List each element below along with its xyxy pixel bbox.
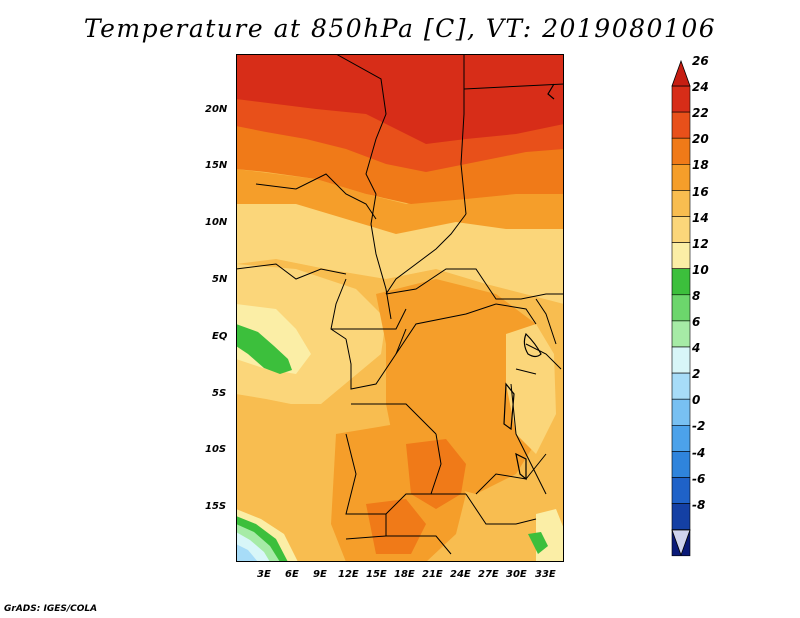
lat-tick-10n: 10N [205,217,228,228]
colorbar-label: 24 [692,80,709,95]
colorbar-bin [671,398,691,426]
country-borders [236,54,564,555]
colorbar-label: 0 [692,393,701,408]
colorbar-bin [671,164,691,191]
chart-title: Temperature at 850hPa [C], VT: 201908010… [83,14,717,43]
field-south-hot [366,499,426,554]
field-sahara-hottest [236,54,564,144]
colorbar-label: 8 [692,288,701,303]
field-band-north-mild [236,184,564,304]
colorbar-bin [671,346,691,374]
colorbar-arrow-top [671,59,691,87]
lon-tick-33e: 33E [535,569,556,580]
lon-tick-6e: 6E [285,569,299,580]
colorbar-label: 6 [692,315,701,329]
lat-tick-5n: 5N [212,274,228,285]
lat-tick-10s: 10S [205,444,227,455]
field-coastal-green [236,324,292,374]
lon-tick-21e: 21E [422,569,443,580]
colorbar-label: -4 [692,445,706,460]
lat-tick-eq: EQ [212,331,228,342]
colorbar-label: -8 [692,497,706,512]
lon-tick-18e: 18E [394,569,415,580]
lat-tick-5s: 5S [212,388,227,399]
colorbar-bin [671,320,691,348]
colorbar-label: -2 [692,419,706,434]
colorbar-bin [671,477,691,504]
colorbar-bin [671,294,691,322]
lon-tick-15e: 15E [366,569,387,580]
lon-tick-30e: 30E [506,569,527,580]
colorbar-bin [671,85,691,113]
field-interior-hot [406,439,466,509]
colorbar-label: 12 [692,236,709,251]
colorbar-bin [671,111,691,139]
colorbar-bin [671,190,691,217]
lakes [503,83,555,481]
temperature-map [236,54,564,562]
colorbar-label: 10 [692,262,709,277]
lon-tick-12e: 12E [338,569,359,580]
colorbar-label: 26 [692,54,709,68]
lat-tick-20n: 20N [205,104,228,115]
colorbar-bin [671,242,691,270]
lon-tick-27e: 27E [478,569,499,580]
colorbar-label: 4 [692,341,701,356]
colorbar-bin [671,268,691,296]
map-panel [236,54,564,562]
colorbar-bin [671,503,691,531]
colorbar-label: 22 [692,106,709,121]
colorbar-arrow-bottom [671,529,691,557]
colorbar-label: 14 [692,210,709,225]
colorbar-label: 16 [692,184,709,199]
lat-tick-15s: 15S [205,501,227,512]
lon-tick-9e: 9E [313,569,327,580]
field-southeast-green [528,532,548,554]
colorbar-label: -6 [692,471,706,486]
colorbar-label: 18 [692,158,709,173]
colorbar-label: 20 [692,132,709,147]
colorbar-bin [671,137,691,165]
field-north-warm [236,169,564,234]
lat-tick-15n: 15N [205,160,228,171]
colorbar-bin [671,372,691,400]
colorbar-label: 2 [692,367,701,382]
field-east-highland [506,324,556,454]
lon-tick-3e: 3E [257,569,271,580]
colorbar-bin [671,424,691,452]
credit-text: GrADS: IGES/COLA [4,604,98,614]
colorbar-bin [671,216,691,243]
colorbar-bin [671,451,691,478]
field-southwest-blue [236,544,258,562]
colorbar [671,59,691,557]
lon-tick-24e: 24E [450,569,471,580]
map-frame [236,54,564,562]
